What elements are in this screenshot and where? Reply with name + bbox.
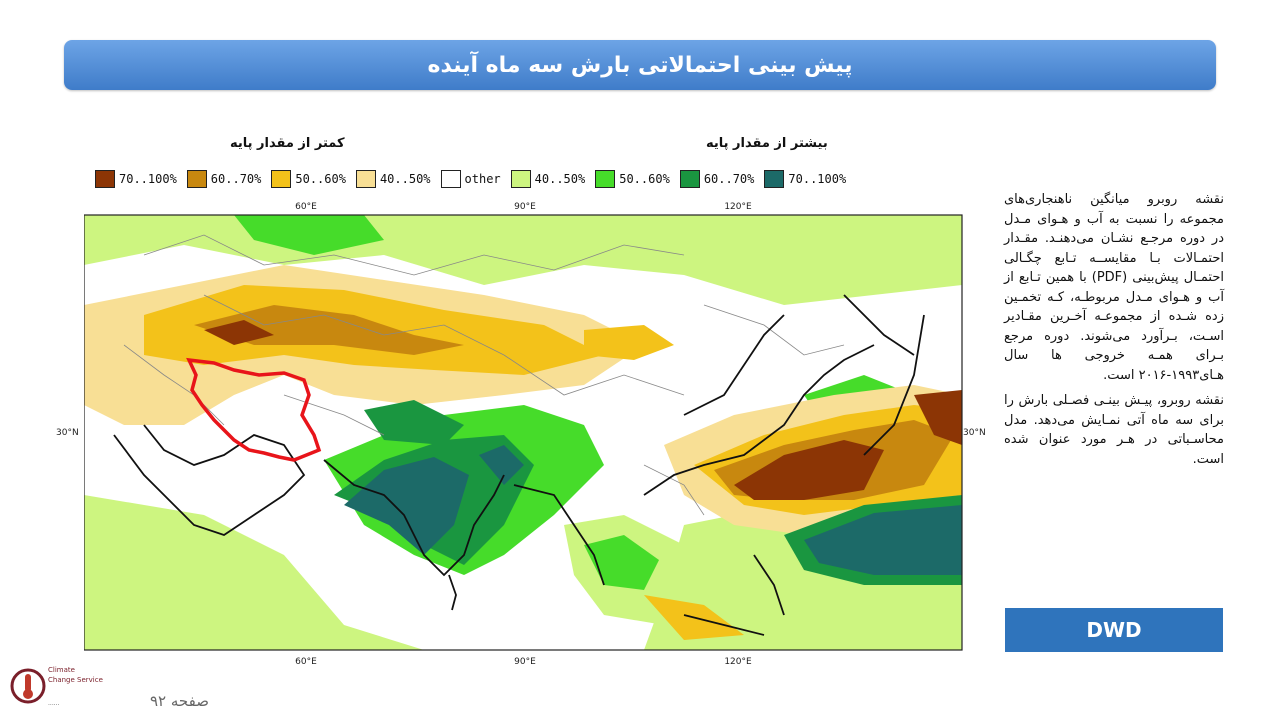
legend-item: 40..50% [355,170,431,188]
legend-swatch [440,170,461,188]
precipitation-map: 60°E 90°E 120°E 60°E 90°E 120°E [83,195,984,670]
legend-swatch [186,170,207,188]
legend-label: 70..100% [119,172,177,186]
legend-item: 60..70% [679,170,755,188]
legend-item: other [440,170,501,188]
country-borders [123,234,845,516]
tick-label-top: 60°E [295,202,317,212]
legend-label: 60..70% [703,172,755,186]
logo-icon [10,668,46,704]
legend-label: other [464,172,501,186]
tick-label-top: 120°E [724,202,752,212]
legend-label: 60..70% [210,172,262,186]
description: نقشه روبرو میانگین ناهنجاری‌های مجموعه ر… [1004,190,1224,475]
iran-outline [186,357,322,462]
logo-text: ...... [48,700,60,707]
legend-item: 60..70% [186,170,262,188]
legend-swatch [510,170,531,188]
page-number: صفحه ۹۲ [150,692,209,710]
tick-label-top: 90°E [514,202,536,212]
map-svg: 60°E 90°E 120°E 60°E 90°E 120°E [83,202,963,667]
logo-text: Climate [48,666,75,674]
tick-label-left: 30°N [56,428,79,438]
tick-label-bottom: 120°E [724,657,752,667]
map-border [83,214,963,651]
legend-label: 40..50% [379,172,431,186]
page-title: پیش بینی احتمالاتی بارش سه ماه آینده [427,52,853,78]
legend-swatch [679,170,700,188]
tick-label-right: 30°N [963,428,986,438]
legend-below-label: کمتر از مقدار پایه [230,136,345,151]
map-fields [84,215,962,650]
legend-swatch [271,170,292,188]
legend-label: 50..60% [619,172,670,186]
title-bar: پیش بینی احتمالاتی بارش سه ماه آینده [64,40,1216,90]
legend-swatch [355,170,376,188]
legend-label: 70..100% [788,172,847,186]
legend-item: 70..100% [764,170,846,188]
tick-label-bottom: 60°E [295,657,317,667]
legend-swatch [595,170,616,188]
legend-above-label: بیشتر از مقدار پایه [706,136,828,151]
legend-item: 40..50% [510,170,586,188]
model-label-box: DWD [1005,608,1223,652]
legend-label: 40..50% [534,172,586,186]
coastlines [113,294,925,636]
logo-text: Change Service [48,676,103,684]
legend-item: 50..60% [271,170,346,188]
legend-swatch [764,170,785,188]
legend-item: 50..60% [595,170,670,188]
legend-item: 70..100% [95,170,177,188]
tick-label-bottom: 90°E [514,657,536,667]
legend-label: 50..60% [295,172,346,186]
model-label: DWD [1086,618,1142,642]
description-paragraph: نقشه روبرو، پیـش بینـی فصـلی بارش را برا… [1004,393,1224,467]
description-paragraph: نقشه روبرو میانگین ناهنجاری‌های مجموعه ر… [1004,192,1224,383]
legend-swatch [95,170,115,188]
legend: 70..100% 60..70% 50..60% 40..50% other 4… [95,170,856,188]
climate-logo: Climate Change Service ...... [6,664,136,716]
